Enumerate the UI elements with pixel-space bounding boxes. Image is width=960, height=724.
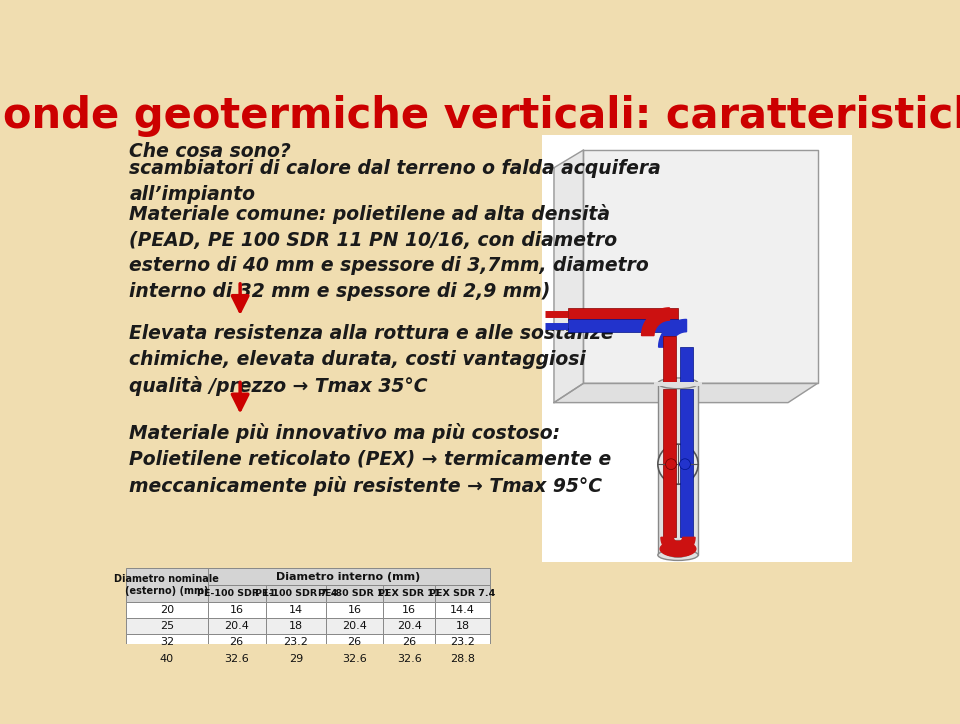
Text: 25: 25 [159, 621, 174, 631]
Text: Che cosa sono?: Che cosa sono? [130, 143, 291, 161]
FancyBboxPatch shape [383, 618, 436, 634]
Text: 20.4: 20.4 [342, 621, 367, 631]
Text: Diametro nominale
(esterno) (mm): Diametro nominale (esterno) (mm) [114, 574, 219, 596]
Text: Materiale comune: polietilene ad alta densità
(PEAD, PE 100 SDR 11 PN 10/16, con: Materiale comune: polietilene ad alta de… [130, 204, 649, 301]
Text: Diametro interno (mm): Diametro interno (mm) [276, 572, 420, 581]
Text: 20.4: 20.4 [396, 621, 421, 631]
FancyBboxPatch shape [681, 389, 693, 537]
Text: 32.6: 32.6 [342, 654, 367, 664]
FancyBboxPatch shape [207, 634, 266, 651]
Text: 28.8: 28.8 [450, 654, 475, 664]
Text: 14: 14 [289, 605, 303, 615]
Polygon shape [660, 537, 695, 555]
FancyBboxPatch shape [658, 383, 698, 555]
FancyBboxPatch shape [266, 618, 326, 634]
FancyBboxPatch shape [663, 336, 676, 383]
Circle shape [665, 459, 677, 470]
Text: Materiale più innovativo ma più costoso:
Polietilene reticolato (PEX) → termicam: Materiale più innovativo ma più costoso:… [130, 423, 612, 495]
Polygon shape [659, 319, 686, 347]
FancyBboxPatch shape [568, 319, 678, 332]
Text: 32: 32 [159, 637, 174, 647]
FancyBboxPatch shape [542, 135, 852, 562]
FancyBboxPatch shape [126, 634, 207, 651]
FancyBboxPatch shape [207, 618, 266, 634]
FancyBboxPatch shape [383, 585, 436, 602]
Text: 14.4: 14.4 [450, 605, 475, 615]
Text: 26: 26 [229, 637, 244, 647]
Ellipse shape [658, 550, 698, 560]
FancyBboxPatch shape [383, 634, 436, 651]
Text: PEX SDR 11: PEX SDR 11 [378, 589, 441, 598]
Text: PEX SDR 7.4: PEX SDR 7.4 [429, 589, 495, 598]
FancyBboxPatch shape [126, 568, 207, 602]
Text: 23.2: 23.2 [283, 637, 308, 647]
Polygon shape [641, 308, 669, 336]
Polygon shape [554, 383, 818, 403]
FancyBboxPatch shape [663, 389, 676, 537]
FancyBboxPatch shape [207, 585, 266, 602]
Text: 29: 29 [289, 654, 303, 664]
FancyBboxPatch shape [436, 618, 490, 634]
Text: 23.2: 23.2 [450, 637, 475, 647]
FancyBboxPatch shape [126, 602, 207, 618]
Circle shape [680, 459, 690, 470]
Text: scambiatori di calore dal terreno o falda acquifera
all’impianto: scambiatori di calore dal terreno o fald… [130, 159, 661, 204]
Text: 20.4: 20.4 [225, 621, 249, 631]
Text: 16: 16 [229, 605, 244, 615]
Text: Elevata resistenza alla rottura e alle sostanze
chimiche, elevata durata, costi : Elevata resistenza alla rottura e alle s… [130, 324, 614, 396]
Text: 18: 18 [289, 621, 303, 631]
FancyBboxPatch shape [326, 585, 383, 602]
Polygon shape [554, 150, 584, 403]
FancyBboxPatch shape [126, 618, 207, 634]
Ellipse shape [663, 540, 693, 557]
FancyBboxPatch shape [207, 568, 490, 585]
Text: 16: 16 [402, 605, 416, 615]
Text: 40: 40 [159, 654, 174, 664]
Text: PE-100 SDR 11: PE-100 SDR 11 [198, 589, 276, 598]
FancyBboxPatch shape [326, 618, 383, 634]
Text: Sonde geotermiche verticali: caratteristiche: Sonde geotermiche verticali: caratterist… [0, 95, 960, 137]
FancyBboxPatch shape [266, 634, 326, 651]
FancyBboxPatch shape [383, 602, 436, 618]
FancyBboxPatch shape [436, 602, 490, 618]
Text: 32.6: 32.6 [225, 654, 249, 664]
FancyBboxPatch shape [326, 602, 383, 618]
FancyBboxPatch shape [436, 651, 490, 667]
FancyBboxPatch shape [681, 347, 693, 383]
Text: 26: 26 [348, 637, 362, 647]
FancyBboxPatch shape [266, 651, 326, 667]
Ellipse shape [658, 378, 698, 389]
Text: PE-80 SDR 11: PE-80 SDR 11 [319, 589, 391, 598]
Text: PE-100 SDR 7.4: PE-100 SDR 7.4 [254, 589, 337, 598]
FancyBboxPatch shape [126, 651, 207, 667]
FancyBboxPatch shape [326, 634, 383, 651]
FancyBboxPatch shape [383, 651, 436, 667]
FancyBboxPatch shape [266, 585, 326, 602]
FancyBboxPatch shape [207, 602, 266, 618]
Polygon shape [584, 150, 818, 383]
FancyBboxPatch shape [568, 308, 678, 320]
FancyBboxPatch shape [207, 651, 266, 667]
FancyBboxPatch shape [654, 382, 702, 387]
Text: 32.6: 32.6 [396, 654, 421, 664]
Text: 20: 20 [159, 605, 174, 615]
Circle shape [658, 444, 698, 484]
FancyBboxPatch shape [266, 602, 326, 618]
Text: 26: 26 [402, 637, 416, 647]
FancyBboxPatch shape [326, 651, 383, 667]
Text: 18: 18 [455, 621, 469, 631]
FancyBboxPatch shape [436, 585, 490, 602]
Text: 16: 16 [348, 605, 361, 615]
Ellipse shape [660, 541, 696, 557]
FancyBboxPatch shape [436, 634, 490, 651]
